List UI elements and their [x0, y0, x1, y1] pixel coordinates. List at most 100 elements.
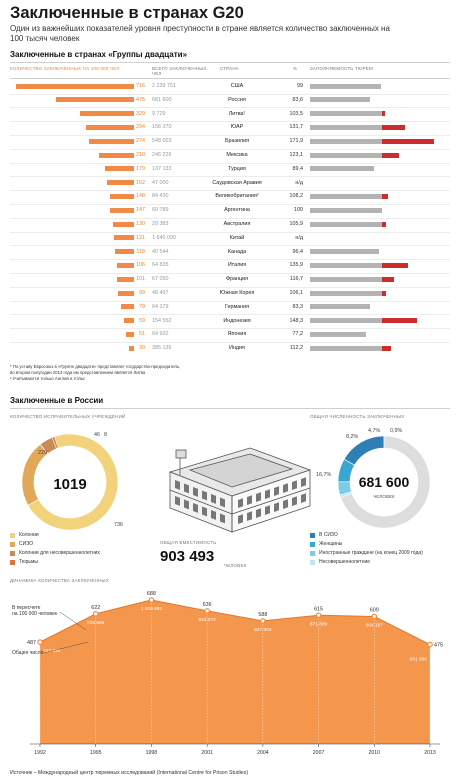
- window: [220, 513, 225, 524]
- pct-value: 103,5: [289, 110, 304, 117]
- legend-swatch: [10, 533, 15, 538]
- window: [211, 510, 216, 520]
- total-value: 681 600: [152, 96, 172, 103]
- window: [283, 483, 288, 493]
- window: [238, 498, 243, 508]
- pct-value: 135,9: [289, 262, 304, 269]
- row-divider: [10, 203, 450, 205]
- total-value: 64 835: [152, 262, 169, 269]
- pct-value: 89,4: [292, 165, 304, 172]
- occupancy-bar: [310, 83, 382, 89]
- footnote: * По уставу Евросоюз в «Группе двадцати»…: [10, 364, 181, 369]
- country-name: Канада: [227, 248, 247, 255]
- rate-bar: [99, 152, 134, 158]
- country-name: Саудовская Аравия: [212, 179, 262, 186]
- slice-label: 8,2%: [346, 434, 358, 440]
- capacity-label: ОБЩАЯ ВМЕСТИМОСТЬ: [160, 540, 217, 545]
- pct-value: н/д: [295, 234, 303, 241]
- country-name: Аргентина: [224, 207, 250, 214]
- russia-charts: 1019 229 46 8 736 681 600 ЧЕЛОВЕК 16,7% …: [21, 428, 431, 533]
- window: [202, 490, 207, 501]
- prisoners-donut: [337, 435, 431, 529]
- legend-swatch: [310, 542, 315, 547]
- rate-bar: [107, 180, 134, 186]
- country-name: ЮАР: [230, 124, 244, 131]
- occupancy-bar: [310, 318, 382, 324]
- overcrowding-bar: [382, 193, 388, 199]
- rate-value: 475: [136, 96, 145, 103]
- data-point: [315, 612, 322, 619]
- country-name: Турция: [228, 165, 246, 172]
- overcrowding-bar: [382, 111, 385, 117]
- slice-label: 229: [38, 450, 47, 456]
- total-value: 64 379: [152, 303, 169, 310]
- annotation-per100k: на 100 000 человек: [12, 611, 57, 617]
- legend-label: Иностранные граждане (на конец 2009 года…: [319, 550, 423, 556]
- total-label: 871 609: [310, 621, 328, 627]
- window: [301, 477, 306, 487]
- pct-value: 171,9: [289, 138, 304, 145]
- rate-bar: [125, 331, 134, 337]
- country-name: Бразилия: [224, 138, 250, 145]
- intro-text: Один из важнейших показателей уровня пре…: [10, 24, 390, 43]
- occupancy-bar: [310, 345, 382, 351]
- pct-value: 116,7: [289, 276, 303, 283]
- pct-value: 131,7: [289, 124, 304, 131]
- rate-value: 130: [136, 221, 145, 227]
- rate-value: 210: [136, 152, 145, 158]
- pct-value: 105,9: [289, 221, 304, 227]
- annotation-leader-line: [43, 641, 89, 654]
- x-tick-label: 2010: [369, 750, 381, 756]
- window: [265, 489, 270, 499]
- legend-swatch: [10, 560, 15, 565]
- x-tick-label: 2001: [201, 750, 213, 756]
- rate-value: 118: [136, 248, 145, 255]
- occupancy-bar: [310, 166, 375, 172]
- pct-value: 96,4: [292, 248, 304, 255]
- legend-swatch: [10, 551, 15, 556]
- rate-bar: [104, 166, 134, 172]
- pct-value: 83,3: [292, 303, 304, 310]
- data-point: [148, 597, 155, 603]
- row-divider: [10, 176, 450, 178]
- row-divider: [10, 217, 450, 219]
- total-value: 40 544: [152, 248, 169, 255]
- pct-value: 148,3: [289, 317, 304, 324]
- total-label: 1 009 863: [141, 606, 163, 612]
- row-divider: [10, 286, 450, 288]
- total-value: 9 729: [152, 110, 166, 117]
- rate-bar: [116, 262, 134, 268]
- legend-label: СИЗО: [19, 541, 34, 547]
- divider: [10, 62, 450, 63]
- country-name: Италия: [227, 262, 247, 269]
- window: [274, 486, 279, 496]
- country-name: США: [230, 83, 244, 89]
- country-name: Индия: [229, 345, 245, 352]
- rate-bar: [109, 207, 134, 213]
- total-value: 246 226: [152, 152, 172, 158]
- row-divider: [10, 134, 450, 136]
- rate-value: 147: [136, 207, 145, 214]
- occupancy-bar: [310, 262, 382, 268]
- total-value: 154 552: [152, 317, 172, 324]
- rate-value: 148: [136, 193, 145, 200]
- row-divider: [10, 107, 450, 109]
- capacity-value: 903 493: [160, 548, 215, 565]
- donut-slice: [51, 436, 59, 449]
- legend-swatch: [310, 551, 315, 556]
- capacity-unit: ЧЕЛОВЕК: [224, 563, 247, 568]
- window: [256, 508, 261, 518]
- value-label: 636: [203, 602, 212, 608]
- page-title: Заключенные в странах G20: [10, 4, 244, 22]
- window: [256, 492, 261, 502]
- rate-bar: [112, 221, 134, 227]
- slice-label: 8: [104, 432, 107, 438]
- x-tick-label: 2013: [424, 750, 436, 756]
- total-value: 67 050: [152, 276, 169, 283]
- institutions-donut: [21, 433, 119, 531]
- occupancy-bar: [310, 124, 382, 130]
- slice-label: 4,7%: [368, 428, 380, 434]
- window: [193, 487, 198, 497]
- value-label: 688: [147, 591, 156, 597]
- rate-value: 30: [139, 345, 145, 352]
